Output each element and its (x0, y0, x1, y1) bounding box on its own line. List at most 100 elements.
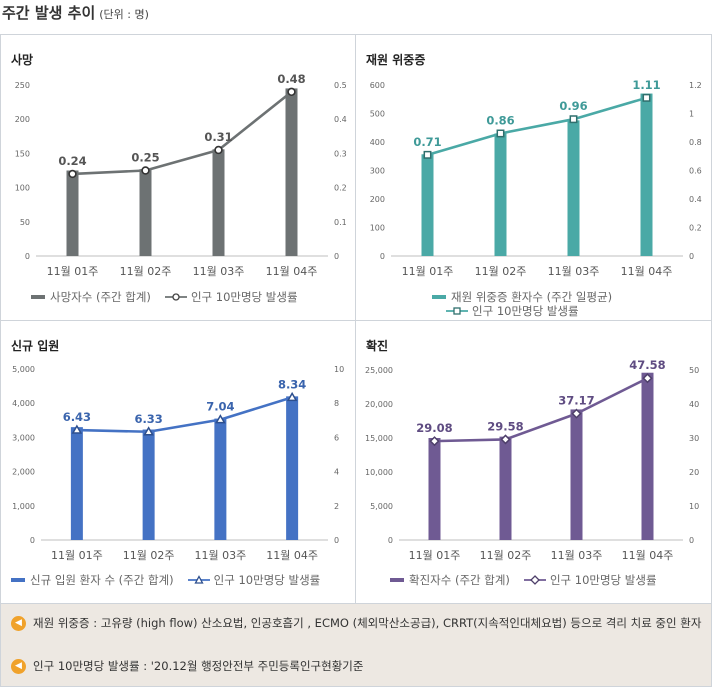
bar (567, 120, 580, 256)
legend-bar-label: 재원 위중증 환자수 (주간 일평균) (451, 290, 613, 304)
y-left-tick-label: 0 (30, 536, 35, 545)
legend-line-label: 인구 10만명당 발생률 (190, 290, 298, 304)
bar (142, 429, 155, 540)
data-label: 6.33 (134, 412, 162, 426)
bar (286, 396, 299, 540)
y-right-tick-label: 0.4 (334, 115, 347, 124)
legend-bar-label: 신규 입원 환자 수 (주간 합계) (30, 573, 174, 587)
legend-bar-swatch (432, 294, 446, 299)
data-label: 0.96 (559, 99, 587, 113)
y-left-tick-label: 3,000 (12, 433, 35, 442)
data-label: 37.17 (558, 394, 594, 408)
x-tick-label: 11월 01주 (51, 549, 103, 562)
legend-bar-swatch (11, 577, 25, 582)
x-tick-label: 11월 03주 (193, 265, 245, 278)
bar (499, 436, 512, 540)
data-label: 0.25 (131, 151, 159, 165)
line-point (642, 93, 651, 102)
y-right-tick-label: 0 (334, 536, 339, 545)
bar (641, 372, 654, 540)
x-tick-label: 11월 02주 (475, 265, 527, 278)
data-label: 0.31 (204, 130, 232, 144)
chart-panel-confirmed: 확진 0 5,000 10,000 15,000 20,000 25,000 0 10 20 30… (356, 321, 710, 607)
legend: 사망자수 (주간 합계) 인구 10만명당 발생률 (31, 290, 298, 304)
chart-svg: 0 100 200 300 400 500 600 0 0.2 0.4 0.6 0.8 1 1.2 11월 … (370, 78, 702, 278)
line-point (141, 166, 150, 175)
data-label: 6.43 (63, 410, 91, 424)
x-tick-label: 11월 04주 (266, 265, 318, 278)
panel-title: 신규 입원 (11, 339, 60, 353)
speaker-icon: ◀ (11, 616, 26, 631)
x-tick-label: 11월 04주 (621, 265, 673, 278)
legend-line-swatch (164, 292, 187, 301)
panel-title: 사망 (11, 53, 34, 67)
legend-line-label: 인구 10만명당 발생률 (213, 573, 321, 587)
y-right-tick-label: 0.2 (334, 184, 347, 193)
line-point (571, 408, 582, 419)
y-right-tick-label: 4 (334, 468, 339, 477)
legend-bar-label: 확진자수 (주간 합계) (409, 573, 510, 587)
y-left-tick-label: 50 (20, 218, 30, 227)
bar (494, 133, 507, 256)
y-right-tick-label: 2 (334, 502, 339, 511)
x-tick-label: 11월 03주 (548, 265, 600, 278)
y-left-tick-label: 250 (15, 81, 30, 90)
page-title-text: 주간 발생 추이 (2, 4, 96, 22)
y-right-tick-label: 0 (689, 536, 694, 545)
data-label: 8.34 (278, 377, 306, 391)
grid-divider-horizontal (0, 320, 712, 321)
x-tick-label: 11월 02주 (120, 265, 172, 278)
legend-bar-swatch (31, 294, 45, 299)
data-label: 1.11 (632, 78, 660, 92)
x-tick-label: 11월 04주 (266, 549, 318, 562)
y-left-tick-label: 150 (15, 149, 30, 158)
line-point (642, 373, 653, 384)
y-right-tick-label: 0.2 (689, 224, 702, 233)
y-right-tick-label: 0.8 (689, 138, 702, 147)
x-tick-label: 11월 02주 (480, 549, 532, 562)
data-label: 29.08 (416, 421, 452, 435)
y-left-tick-label: 100 (15, 184, 30, 193)
legend-bar-label: 사망자수 (주간 합계) (50, 290, 151, 304)
bar (640, 93, 653, 256)
bar (428, 438, 441, 540)
y-right-tick-label: 20 (689, 468, 699, 477)
y-right-tick-label: 30 (689, 434, 699, 443)
unit-label: (단위 : 명) (99, 8, 149, 21)
y-left-tick-label: 100 (370, 224, 385, 233)
data-label: 0.71 (413, 135, 441, 149)
data-label: 0.48 (277, 72, 305, 86)
x-tick-label: 11월 02주 (123, 549, 175, 562)
chart-svg: 0 5,000 10,000 15,000 20,000 25,000 0 10 20 30 40 5… (365, 358, 699, 562)
data-label: 29.58 (487, 419, 523, 433)
notes-box: ◀ 재원 위중증 : 고유량 (high flow) 산소요법, 인공호흡기 ,… (0, 604, 712, 687)
y-left-tick-label: 400 (370, 138, 385, 147)
line-point (143, 426, 154, 436)
y-left-tick-label: 10,000 (365, 468, 393, 477)
line-point (423, 150, 432, 159)
y-right-tick-label: 40 (689, 400, 699, 409)
chart-panel-admissions: 신규 입원 0 1,000 2,000 3,000 4,000 5,000 0 2 4 6 8 10 1… (1, 321, 355, 607)
y-left-tick-label: 200 (15, 115, 30, 124)
speaker-icon: ◀ (11, 659, 26, 674)
y-left-tick-label: 2,000 (12, 468, 35, 477)
data-label: 0.86 (486, 113, 514, 127)
line-point (71, 424, 83, 434)
line-point (496, 129, 505, 138)
data-label: 0.24 (58, 154, 86, 168)
bar (570, 409, 583, 540)
x-tick-label: 11월 01주 (402, 265, 454, 278)
line-point (68, 169, 77, 179)
series-line (72, 90, 293, 176)
y-right-tick-label: 8 (334, 399, 339, 408)
chart-svg: 0 1,000 2,000 3,000 4,000 5,000 0 2 4 6 8 10 11월 01주… (12, 365, 344, 562)
legend-line-swatch (523, 574, 546, 585)
y-left-tick-label: 600 (370, 81, 385, 90)
bar (421, 154, 434, 256)
x-tick-label: 11월 04주 (622, 549, 674, 562)
line-point (214, 145, 223, 155)
line-point (215, 414, 226, 424)
y-left-tick-label: 0 (388, 536, 393, 545)
legend-line-label: 인구 10만명당 발생률 (549, 573, 657, 587)
series-line (76, 396, 293, 434)
